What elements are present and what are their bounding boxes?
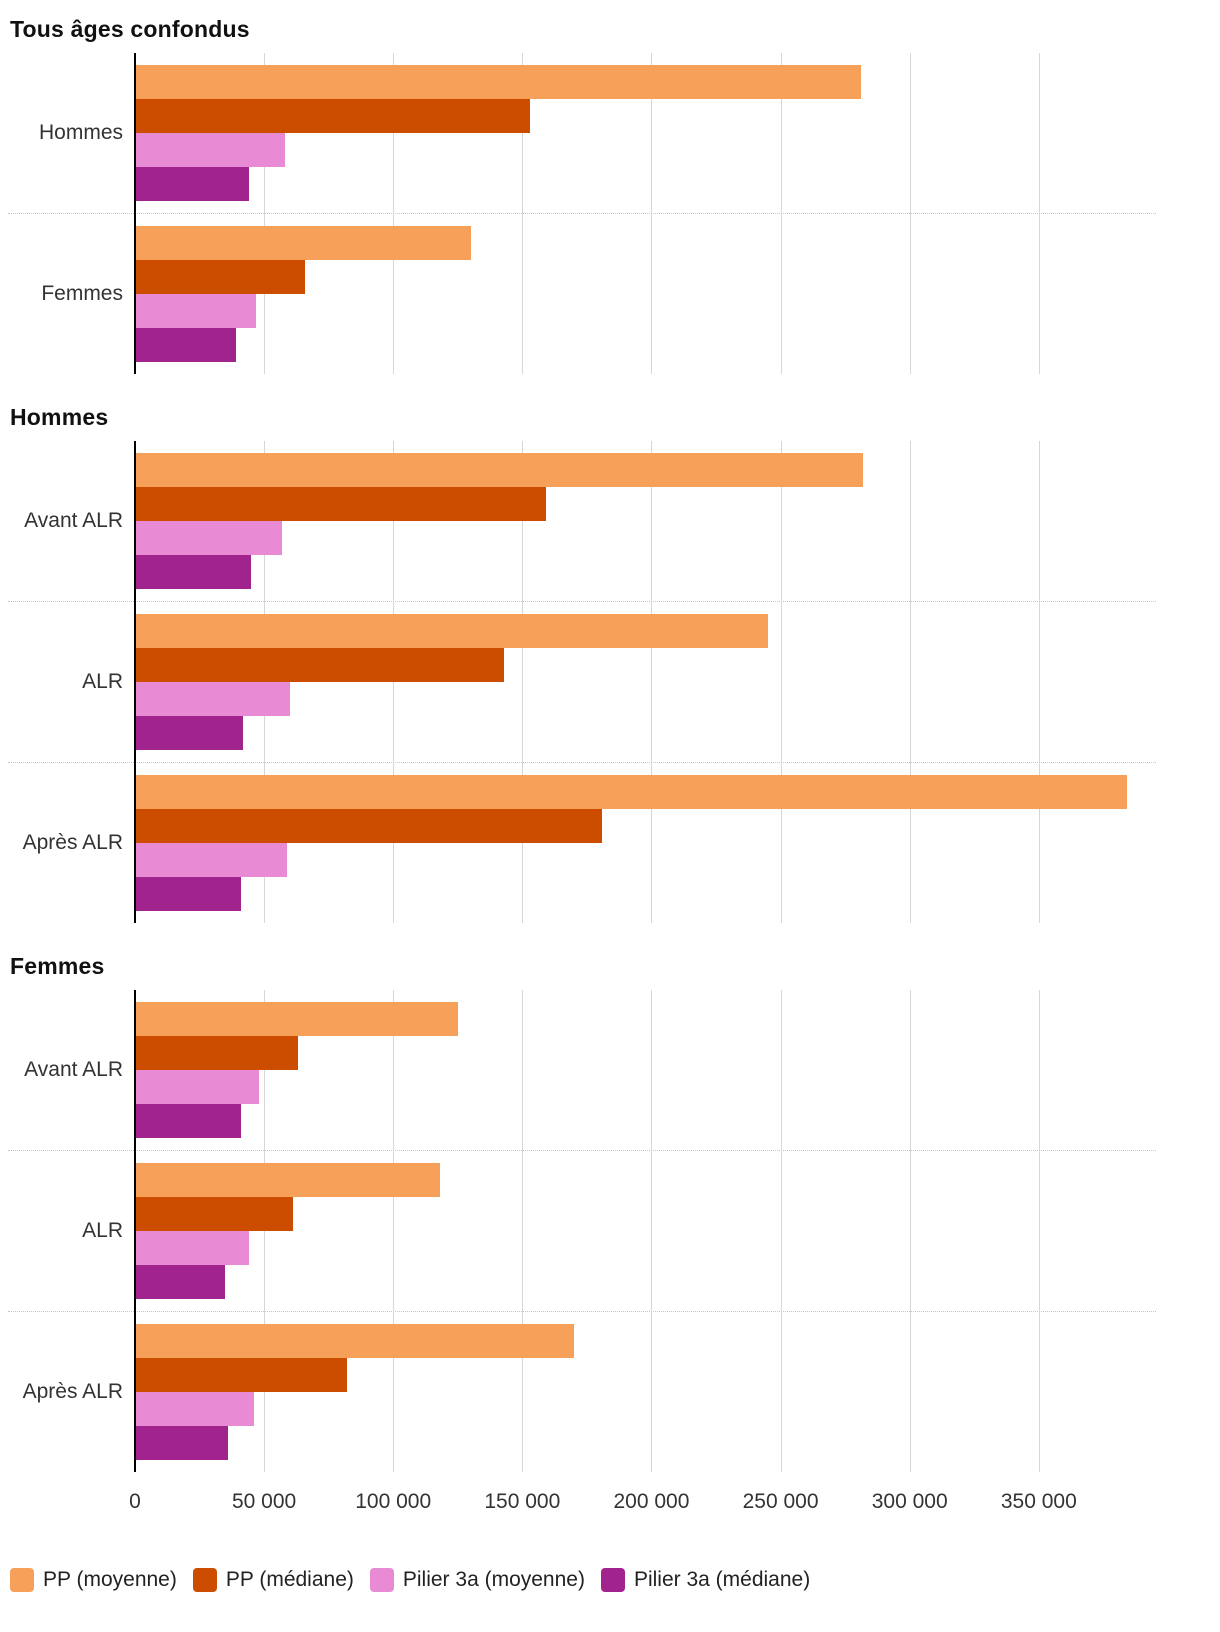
plot-area: Hommes Femmes — [0, 53, 1220, 374]
bar-pilier-3a-moyenne — [135, 1392, 254, 1426]
category-label: ALR — [82, 670, 123, 693]
legend-label: PP (médiane) — [225, 1568, 354, 1591]
bar-group — [135, 1151, 1155, 1311]
category-label: Femmes — [41, 282, 123, 305]
bar-pilier-3a-mediane — [135, 555, 252, 589]
category-label: Après ALR — [22, 831, 123, 854]
bar-pp-moyenne — [135, 1163, 440, 1197]
plot-area: Avant ALR ALR Après ALR — [0, 990, 1220, 1472]
bar-pilier-3a-moyenne — [135, 843, 288, 877]
group-separator — [8, 1311, 1156, 1312]
x-tick-label: 0 — [129, 1490, 141, 1513]
bar-pp-mediane — [135, 260, 306, 294]
y-axis-line — [134, 53, 136, 374]
bar-group — [135, 441, 1155, 601]
section-title: Hommes — [10, 404, 109, 430]
bar-group — [135, 602, 1155, 762]
x-tick-label: 150 000 — [484, 1490, 561, 1513]
x-tick-label: 350 000 — [1000, 1490, 1077, 1513]
chart-root: Tous âges confondus Hommes Femmes Hommes Ava… — [0, 16, 1220, 1592]
bar-pp-mediane — [135, 1358, 347, 1392]
grouped-bar-chart-page: Tous âges confondus Hommes Femmes Hommes Ava… — [0, 16, 1220, 1592]
chart-section-femmes: Femmes Avant ALR ALR Après ALR — [0, 953, 1220, 1472]
category-label: Avant ALR — [24, 509, 123, 532]
y-axis-line — [134, 990, 136, 1472]
bar-pilier-3a-mediane — [135, 1265, 226, 1299]
bar-pilier-3a-mediane — [135, 716, 244, 750]
category-label: Avant ALR — [24, 1058, 123, 1081]
x-tick-label: 250 000 — [742, 1490, 819, 1513]
x-tick-label: 50 000 — [231, 1490, 297, 1513]
bar-pilier-3a-mediane — [135, 1104, 241, 1138]
legend-item-pilier-3a-moyenne[interactable]: Pilier 3a (moyenne) — [369, 1568, 585, 1592]
category-group-alr: ALR — [0, 602, 1220, 762]
x-tick-label: 300 000 — [871, 1490, 948, 1513]
bar-pilier-3a-moyenne — [135, 133, 285, 167]
bar-pp-moyenne — [135, 1002, 458, 1036]
category-label: Hommes — [38, 121, 123, 144]
legend-swatch — [192, 1568, 217, 1592]
bar-group — [135, 53, 1155, 213]
x-axis-ticks: 0 50 000 100 000 150 000 200 000 250 000 300 0… — [129, 1486, 1155, 1520]
legend-label: PP (moyenne) — [43, 1568, 177, 1591]
category-group-femmes: Femmes — [0, 214, 1220, 374]
bar-group — [135, 763, 1155, 923]
category-label: ALR — [82, 1219, 123, 1242]
bar-group — [135, 1312, 1155, 1472]
bar-pp-moyenne — [135, 775, 1127, 809]
category-label: Après ALR — [22, 1380, 123, 1403]
group-separator — [8, 1150, 1156, 1151]
bar-pilier-3a-moyenne — [135, 1231, 249, 1265]
chart-section-hommes: Hommes Avant ALR ALR Après ALR — [0, 404, 1220, 923]
bar-pilier-3a-moyenne — [135, 294, 257, 328]
legend-swatch — [10, 1568, 34, 1592]
category-group-avant-alr: Avant ALR — [0, 441, 1220, 601]
bar-pp-mediane — [135, 1197, 293, 1231]
bar-pp-mediane — [135, 809, 603, 843]
bar-pp-mediane — [135, 487, 546, 521]
x-tick-label: 100 000 — [355, 1490, 432, 1513]
group-separator — [8, 213, 1156, 214]
legend-swatch — [369, 1568, 394, 1592]
chart-section-tous-ages-confondus: Tous âges confondus Hommes Femmes — [0, 16, 1220, 374]
bar-pilier-3a-mediane — [135, 877, 241, 911]
plot-area: Avant ALR ALR Après ALR — [0, 441, 1220, 923]
category-group-hommes: Hommes — [0, 53, 1220, 213]
bar-pp-moyenne — [135, 65, 861, 99]
bar-pilier-3a-moyenne — [135, 521, 283, 555]
bar-pp-mediane — [135, 99, 531, 133]
legend-item-pp-mediane[interactable]: PP (médiane) — [192, 1568, 354, 1592]
bar-pilier-3a-mediane — [135, 167, 249, 201]
bar-group — [135, 214, 1155, 374]
group-separator — [8, 762, 1156, 763]
legend-item-pilier-3a-mediane[interactable]: Pilier 3a (médiane) — [600, 1568, 811, 1592]
bar-pilier-3a-mediane — [135, 1426, 228, 1460]
bar-pilier-3a-moyenne — [135, 682, 290, 716]
section-title: Tous âges confondus — [10, 16, 250, 42]
category-group-avant-alr: Avant ALR — [0, 990, 1220, 1150]
bar-pilier-3a-mediane — [135, 328, 236, 362]
bar-pp-moyenne — [135, 1324, 574, 1358]
legend: PP (moyenne) PP (médiane) Pilier 3a (moyen… — [10, 1568, 1220, 1592]
x-tick-label: 200 000 — [613, 1490, 690, 1513]
legend-item-pp-moyenne[interactable]: PP (moyenne) — [10, 1568, 177, 1592]
bar-group — [135, 990, 1155, 1150]
section-title: Femmes — [10, 953, 105, 979]
bar-pilier-3a-moyenne — [135, 1070, 259, 1104]
category-group-apres-alr: Après ALR — [0, 1312, 1220, 1472]
legend-label: Pilier 3a (médiane) — [633, 1568, 811, 1591]
bar-pp-moyenne — [135, 453, 864, 487]
legend-label: Pilier 3a (moyenne) — [402, 1568, 585, 1591]
legend-swatch — [600, 1568, 625, 1592]
category-group-alr: ALR — [0, 1151, 1220, 1311]
bar-pp-moyenne — [135, 614, 768, 648]
bar-pp-mediane — [135, 1036, 298, 1070]
group-separator — [8, 601, 1156, 602]
category-group-apres-alr: Après ALR — [0, 763, 1220, 923]
bar-pp-moyenne — [135, 226, 471, 260]
y-axis-line — [134, 441, 136, 923]
bar-pp-mediane — [135, 648, 505, 682]
